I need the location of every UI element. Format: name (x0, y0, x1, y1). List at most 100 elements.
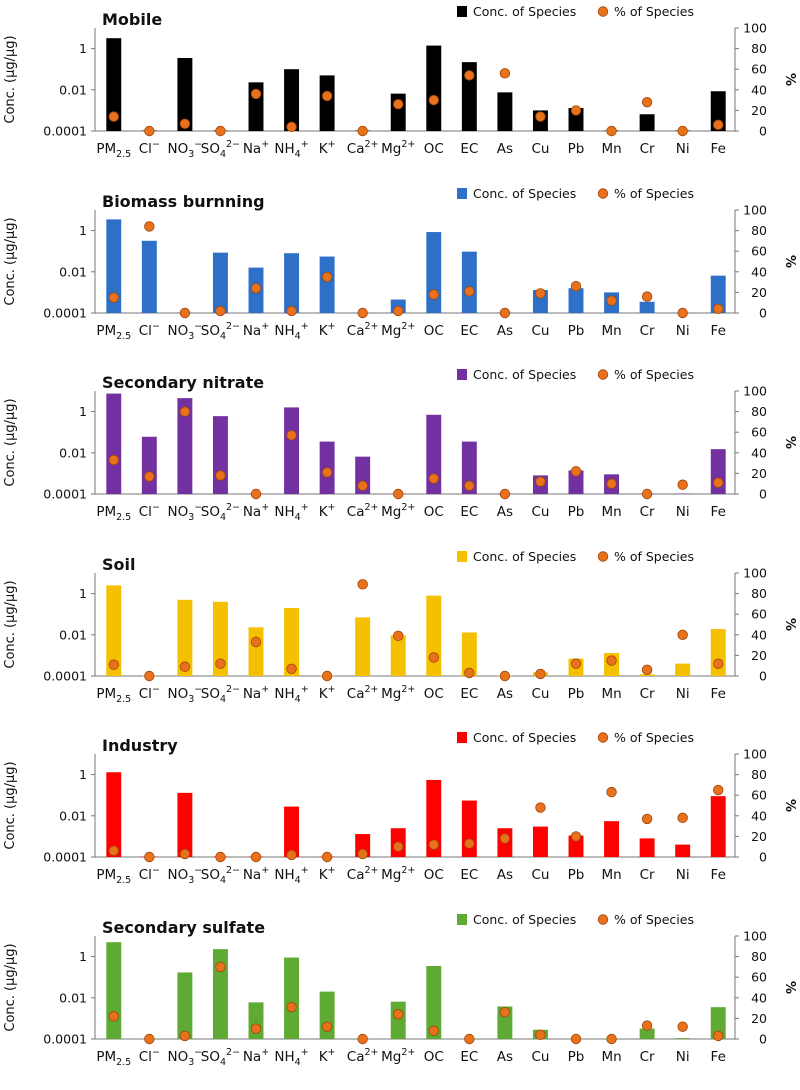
y-axis-label: Conc. (μg/μg) (3, 398, 18, 486)
marker-PM2.5 (108, 658, 119, 670)
bar-As (497, 92, 513, 131)
category-label: Mn (601, 504, 621, 520)
marker-Cl- (144, 851, 155, 863)
bar-OC (426, 779, 442, 857)
bar-Ca2+ (355, 616, 371, 676)
marker-Na+ (250, 488, 262, 500)
marker-Mn (606, 786, 617, 798)
marker-Mg2+ (393, 1008, 404, 1019)
category-label: Ni (676, 867, 690, 883)
y2-tick-label: 80 (751, 767, 767, 782)
marker-Na+ (250, 282, 262, 293)
marker-OC (428, 288, 439, 300)
marker-Mn (606, 1033, 617, 1044)
category-label: Mg2+ (381, 502, 415, 520)
category-label: Cu (531, 867, 549, 883)
bar-NO3- (177, 57, 193, 131)
marker-Mg2+ (393, 841, 404, 852)
category-label: Cu (531, 504, 549, 520)
y2-axis-label: % (782, 254, 797, 267)
marker-Fe (713, 657, 724, 669)
y2-tick-label: 0 (759, 124, 767, 139)
bar-Pb (568, 287, 584, 313)
marker-Ca2+ (357, 578, 368, 590)
category-label: As (497, 323, 513, 339)
marker-Na+ (250, 88, 262, 100)
y-axis-label: Conc. (μg/μg) (3, 35, 18, 123)
y2-tick-label: 40 (751, 990, 767, 1005)
y-tick-label: 0.01 (59, 445, 87, 460)
marker-Fe (713, 784, 724, 796)
marker-Na+ (250, 1022, 262, 1034)
category-label: NO3− (168, 502, 203, 523)
marker-EC (464, 1033, 475, 1044)
category-label: As (497, 504, 513, 520)
marker-Cu (535, 287, 546, 299)
y2-axis-label: % (782, 436, 797, 449)
bar-NO3- (177, 398, 193, 494)
marker-As (499, 488, 511, 500)
category-label: Pb (568, 323, 585, 339)
marker-Mn (606, 125, 617, 137)
marker-NO3- (179, 661, 191, 672)
bar-Ni (675, 493, 691, 494)
marker-K+ (321, 271, 333, 282)
legend-marker-label: % of Species (614, 730, 694, 745)
marker-Pb (570, 105, 582, 116)
bar-PM2.5 (106, 772, 122, 857)
marker-K+ (321, 90, 333, 102)
marker-PM2.5 (108, 845, 119, 857)
category-label: PM2.5 (96, 504, 131, 523)
marker-NH4+ (286, 663, 297, 674)
category-label: Na+ (243, 684, 269, 702)
marker-Na+ (250, 636, 262, 647)
legend-bar-label: Conc. of Species (473, 367, 576, 382)
category-label: As (497, 686, 513, 702)
chart-panel-3: Secondary nitrate Conc. of Species % of Sp… (3, 367, 797, 523)
category-label: OC (424, 504, 444, 520)
y-tick-label: 1 (79, 404, 87, 419)
marker-Ni (677, 1020, 688, 1032)
y2-tick-label: 0 (759, 487, 767, 502)
legend-bar-swatch (457, 913, 467, 925)
marker-Pb (570, 657, 582, 669)
legend-bar-swatch (457, 369, 467, 380)
y-tick-label: 0.0001 (43, 487, 87, 502)
legend-marker-label: % of Species (614, 4, 694, 19)
marker-Pb (570, 280, 582, 291)
bar-Cl- (141, 240, 157, 313)
marker-Na+ (250, 851, 262, 863)
legend-marker-label: % of Species (614, 549, 694, 564)
category-label: K+ (319, 139, 336, 157)
category-label: Mn (601, 686, 621, 702)
marker-Ni (677, 479, 688, 490)
y2-tick-label: 0 (759, 1031, 767, 1046)
category-label: Fe (711, 686, 726, 702)
y2-tick-label: 100 (743, 928, 767, 943)
category-label: Mn (601, 323, 621, 339)
marker-OC (428, 473, 439, 484)
chart-title: Industry (102, 736, 178, 755)
y-tick-label: 0.01 (59, 82, 87, 97)
bar-Na+ (248, 626, 264, 676)
marker-NO3- (179, 406, 191, 417)
bar-EC (461, 62, 477, 132)
bar-K+ (319, 75, 335, 131)
category-label: Fe (711, 323, 726, 339)
bar-EC (461, 441, 477, 494)
category-label: NO3− (168, 1047, 203, 1068)
marker-Cl- (144, 1033, 155, 1044)
marker-As (499, 68, 511, 79)
category-label: Mg2+ (381, 139, 415, 157)
category-label: OC (424, 867, 444, 883)
marker-SO42- (215, 851, 226, 863)
category-label: Na+ (243, 1047, 269, 1065)
marker-EC (464, 667, 475, 678)
y-tick-label: 1 (79, 767, 87, 782)
category-label: As (497, 141, 513, 157)
chart-title: Secondary sulfate (102, 918, 265, 937)
category-label: NO3− (168, 865, 203, 886)
category-label: EC (460, 141, 478, 157)
bar-Cl- (141, 436, 157, 494)
legend-bar-label: Conc. of Species (473, 4, 576, 19)
